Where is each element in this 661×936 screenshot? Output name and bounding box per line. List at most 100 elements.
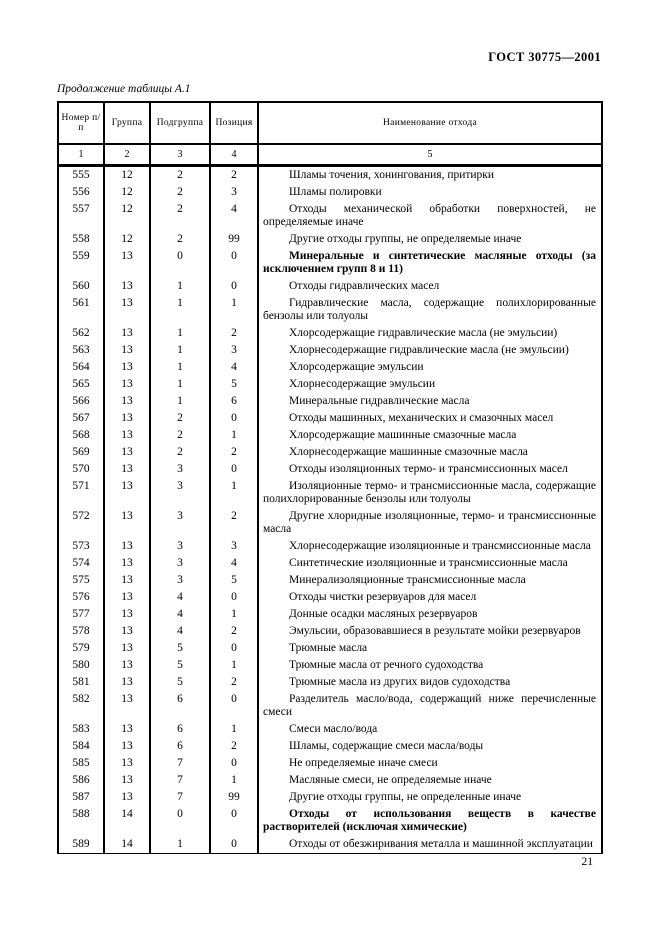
table-row: 577 13 4 1 Донные осадки масляных резервуаро… xyxy=(57,605,602,623)
column-number: 1 xyxy=(57,144,104,167)
table-row: 575 13 3 5 Минерализоляционные трансмиссионн… xyxy=(57,571,602,589)
cell-group: 13 xyxy=(103,622,150,640)
table-row: 555 12 2 2 Шламы точения, хонингования, прит… xyxy=(57,165,602,184)
cell-number: 559 xyxy=(57,247,104,278)
table-row: 563 13 1 3 Хлорнесодержащие гидравлические м… xyxy=(57,341,602,359)
cell-waste-name: Хлорсодержащие гидравлические масла (не … xyxy=(257,324,602,342)
cell-subgroup: 3 xyxy=(149,537,210,555)
cell-number: 556 xyxy=(57,183,104,201)
cell-waste-name: Трюмные масла от речного судоходства xyxy=(257,656,602,674)
column-number: 4 xyxy=(209,144,258,167)
column-number: 5 xyxy=(257,144,602,167)
cell-group: 12 xyxy=(103,183,150,201)
cell-waste-name: Разделитель масло/вода, содержащий ниже … xyxy=(257,690,602,721)
cell-waste-name: Отходы гидравлических масел xyxy=(257,277,602,295)
cell-number: 555 xyxy=(57,165,104,184)
cell-position: 3 xyxy=(209,341,258,359)
cell-subgroup: 1 xyxy=(149,375,210,393)
cell-number: 577 xyxy=(57,605,104,623)
cell-waste-name: Шламы точения, хонингования, притирки xyxy=(257,165,602,184)
cell-position: 4 xyxy=(209,358,258,376)
table-row: 584 13 6 2 Шламы, содержащие смеси масла/вод… xyxy=(57,737,602,755)
cell-number: 585 xyxy=(57,754,104,772)
table-row: 556 12 2 3 Шламы полировки xyxy=(57,183,602,201)
cell-group: 13 xyxy=(103,409,150,427)
cell-waste-name: Отходы от использования веществ в качест… xyxy=(257,805,602,836)
cell-subgroup: 2 xyxy=(149,230,210,248)
cell-subgroup: 1 xyxy=(149,294,210,325)
table-row: 583 13 6 1 Смеси масло/вода xyxy=(57,720,602,738)
cell-subgroup: 2 xyxy=(149,200,210,231)
cell-number: 565 xyxy=(57,375,104,393)
cell-subgroup: 6 xyxy=(149,720,210,738)
cell-number: 569 xyxy=(57,443,104,461)
cell-subgroup: 6 xyxy=(149,737,210,755)
cell-group: 13 xyxy=(103,754,150,772)
cell-subgroup: 7 xyxy=(149,771,210,789)
cell-subgroup: 5 xyxy=(149,656,210,674)
cell-position: 99 xyxy=(209,230,258,248)
cell-number: 583 xyxy=(57,720,104,738)
cell-group: 13 xyxy=(103,247,150,278)
cell-number: 560 xyxy=(57,277,104,295)
cell-position: 5 xyxy=(209,571,258,589)
table-row: 587 13 7 99 Другие отходы группы, не определ… xyxy=(57,788,602,806)
header-position: Позиция xyxy=(209,102,258,145)
cell-number: 588 xyxy=(57,805,104,836)
table-row: 562 13 1 2 Хлорсодержащие гидравлические мас… xyxy=(57,324,602,342)
cell-position: 2 xyxy=(209,443,258,461)
table-row: 581 13 5 2 Трюмные масла из других видов суд… xyxy=(57,673,602,691)
cell-group: 13 xyxy=(103,426,150,444)
cell-position: 2 xyxy=(209,737,258,755)
cell-subgroup: 3 xyxy=(149,460,210,478)
table-row: 589 14 1 0 Отходы от обезжиривания металла и… xyxy=(57,835,602,853)
cell-number: 574 xyxy=(57,554,104,572)
cell-subgroup: 4 xyxy=(149,588,210,606)
cell-position: 99 xyxy=(209,788,258,806)
cell-subgroup: 6 xyxy=(149,690,210,721)
cell-subgroup: 3 xyxy=(149,554,210,572)
cell-waste-name: Не определяемые иначе смеси xyxy=(257,754,602,772)
cell-subgroup: 3 xyxy=(149,507,210,538)
cell-number: 586 xyxy=(57,771,104,789)
cell-number: 582 xyxy=(57,690,104,721)
cell-position: 0 xyxy=(209,639,258,657)
table-row: 559 13 0 0 Минеральные и синтетические масля… xyxy=(57,247,602,278)
cell-position: 3 xyxy=(209,537,258,555)
cell-number: 576 xyxy=(57,588,104,606)
cell-position: 1 xyxy=(209,294,258,325)
table-row: 585 13 7 0 Не определяемые иначе смеси xyxy=(57,754,602,772)
cell-group: 13 xyxy=(103,639,150,657)
cell-number: 587 xyxy=(57,788,104,806)
cell-waste-name: Хлорнесодержащие изоляционные и трансмис… xyxy=(257,537,602,555)
cell-group: 13 xyxy=(103,656,150,674)
table-caption: Продолжение таблицы А.1 xyxy=(57,83,191,95)
header-waste-name: Наименование отхода xyxy=(257,102,602,145)
cell-position: 6 xyxy=(209,392,258,410)
cell-waste-name: Другие отходы группы, не определяемые ин… xyxy=(257,230,602,248)
table-row: 565 13 1 5 Хлорнесодержащие эмульсии xyxy=(57,375,602,393)
table-row: 579 13 5 0 Трюмные масла xyxy=(57,639,602,657)
cell-position: 1 xyxy=(209,771,258,789)
header-subgroup: Подгруппа xyxy=(149,102,210,145)
cell-subgroup: 1 xyxy=(149,358,210,376)
cell-subgroup: 0 xyxy=(149,247,210,278)
column-number-row: 1 2 3 4 5 xyxy=(57,144,602,167)
cell-group: 13 xyxy=(103,720,150,738)
cell-position: 1 xyxy=(209,605,258,623)
cell-group: 13 xyxy=(103,737,150,755)
cell-position: 0 xyxy=(209,805,258,836)
cell-subgroup: 5 xyxy=(149,673,210,691)
cell-waste-name: Минеральные гидравлические масла xyxy=(257,392,602,410)
cell-subgroup: 3 xyxy=(149,477,210,508)
cell-group: 13 xyxy=(103,392,150,410)
cell-waste-name: Отходы изоляционных термо- и трансмиссио… xyxy=(257,460,602,478)
cell-group: 13 xyxy=(103,571,150,589)
cell-position: 2 xyxy=(209,673,258,691)
doc-code: ГОСТ 30775—2001 xyxy=(488,50,601,64)
cell-number: 564 xyxy=(57,358,104,376)
cell-waste-name: Трюмные масла из других видов судоходств… xyxy=(257,673,602,691)
cell-group: 13 xyxy=(103,537,150,555)
cell-number: 557 xyxy=(57,200,104,231)
cell-waste-name: Синтетические изоляционные и трансмиссио… xyxy=(257,554,602,572)
